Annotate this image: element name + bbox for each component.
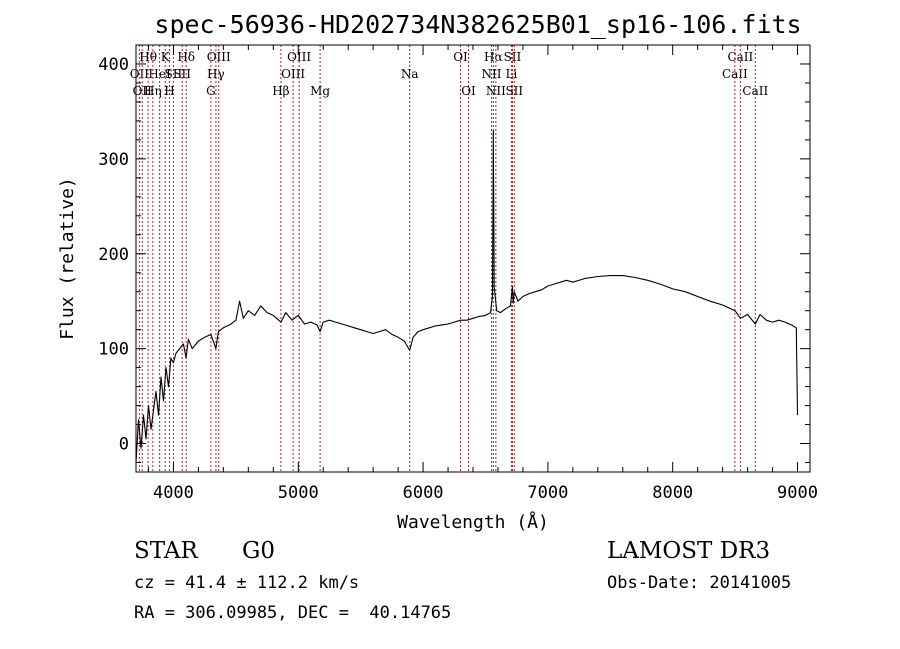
line-marker-label: OIII: [207, 50, 231, 64]
obs-date-text: Obs-Date: 20141005: [607, 573, 792, 593]
line-marker-label: Hη: [144, 84, 162, 98]
line-marker-label: OI: [461, 84, 476, 98]
line-marker-label: CaII: [742, 84, 768, 98]
survey-label: LAMOST DR3: [607, 538, 771, 564]
line-marker-label: SII: [504, 50, 522, 64]
x-tick-label: 7000: [527, 483, 568, 503]
line-marker-label: OII: [130, 67, 150, 81]
y-tick-label: 400: [98, 55, 129, 75]
line-marker-label: OII: [133, 84, 153, 98]
x-tick-label: 9000: [777, 483, 818, 503]
object-subclass: G0: [242, 538, 276, 564]
spectrum-line: [135, 129, 799, 463]
line-marker-label: CaII: [722, 67, 748, 81]
y-tick-label: 300: [98, 150, 129, 170]
x-tick-label: 6000: [403, 483, 444, 503]
line-marker-label: SII: [505, 84, 523, 98]
line-marker-label: Na: [401, 67, 419, 81]
y-tick-label: 100: [98, 340, 129, 360]
redshift-text: cz = 41.4 ± 112.2 km/s: [134, 573, 360, 593]
x-tick-label: 5000: [278, 483, 319, 503]
line-marker-label: SII: [165, 67, 183, 81]
line-marker-label: Hδ: [177, 50, 195, 64]
chart-title: spec-56936-HD202734N382625B01_sp16-106.f…: [154, 10, 801, 39]
line-marker-label: CaII: [727, 50, 753, 64]
line-marker-label: Hγ: [207, 67, 225, 81]
line-marker-label: K: [161, 50, 171, 64]
x-tick-label: 4000: [153, 483, 194, 503]
line-marker-label: OI: [453, 50, 468, 64]
line-marker-label: SII: [173, 67, 191, 81]
plot-frame: [135, 44, 811, 473]
line-marker-label: G: [206, 84, 216, 98]
object-class: STAR: [134, 538, 198, 564]
line-marker-label: Hα: [484, 50, 503, 64]
y-axis-label: Flux (relative): [57, 177, 78, 340]
line-marker-label: NII: [481, 67, 501, 81]
line-marker-label: Mg: [310, 84, 330, 98]
line-marker-label: Li: [506, 67, 518, 81]
line-marker-label: NII: [486, 84, 506, 98]
x-axis-label: Wavelength (Å): [397, 511, 549, 533]
x-tick-label: 8000: [652, 483, 693, 503]
line-marker-label: OIII: [281, 67, 305, 81]
y-tick-label: 200: [98, 245, 129, 265]
line-marker-label: Hθ: [139, 50, 157, 64]
y-tick-label: 0: [119, 435, 129, 455]
line-marker-label: Hβ: [272, 84, 289, 98]
line-marker-label: H: [164, 84, 174, 98]
coordinates-text: RA = 306.09985, DEC = 40.14765: [134, 603, 452, 623]
line-marker-label: OIII: [287, 50, 311, 64]
